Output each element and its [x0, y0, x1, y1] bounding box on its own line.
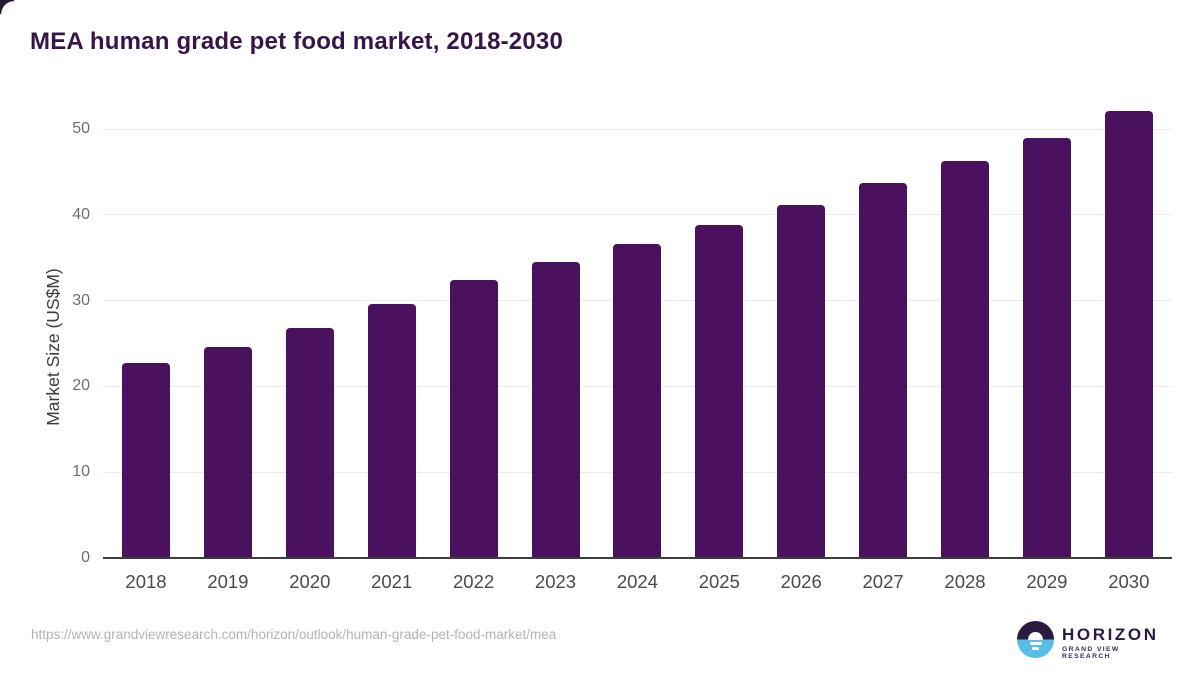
gridline-40: [103, 214, 1172, 216]
y-axis-title: Market Size (US$M): [43, 268, 63, 426]
y-tick-label-0: 0: [81, 549, 90, 566]
logo-text: HORIZON GRAND VIEW RESEARCH: [1062, 626, 1170, 660]
bar-2026: [777, 204, 826, 558]
bar-2027: [859, 183, 908, 558]
x-tick-label-2023: 2023: [534, 571, 577, 592]
bar-2019: [203, 346, 252, 558]
sun-icon: [1028, 632, 1043, 640]
bar-2024: [613, 243, 662, 558]
bar-2023: [531, 261, 580, 558]
chart-title: MEA human grade pet food market, 2018-20…: [30, 28, 564, 55]
x-tick-label-2030: 2030: [1108, 571, 1150, 592]
bar-2020: [285, 328, 334, 558]
bar-2028: [941, 160, 989, 558]
horizon-logo-icon: [1017, 621, 1054, 658]
source-url: https://www.grandviewresearch.com/horizo…: [31, 627, 557, 642]
x-tick-label-2028: 2028: [944, 571, 986, 592]
bar-2029: [1022, 137, 1071, 558]
x-tick-label-2025: 2025: [698, 571, 740, 592]
x-tick-label-2019: 2019: [207, 571, 249, 592]
y-tick-label-30: 30: [72, 291, 90, 309]
bar-2018: [122, 363, 170, 558]
y-tick-label-10: 10: [72, 463, 90, 481]
sun-reflection-line: [1032, 647, 1039, 650]
x-tick-label-2022: 2022: [453, 571, 495, 592]
bar-2021: [367, 304, 416, 558]
sun-reflection-line: [1029, 642, 1042, 645]
x-tick-label-2027: 2027: [862, 571, 904, 592]
y-tick-label-50: 50: [72, 120, 90, 137]
x-tick-label-2029: 2029: [1026, 571, 1068, 592]
y-tick-label-20: 20: [72, 377, 90, 395]
bar-2030: [1104, 110, 1153, 558]
horizon-logo: HORIZON GRAND VIEW RESEARCH: [1017, 621, 1170, 660]
y-tick-label-40: 40: [72, 205, 90, 223]
x-tick-label-2021: 2021: [371, 571, 413, 592]
x-tick-label-2018: 2018: [125, 571, 167, 592]
gridline-50: [103, 128, 1172, 130]
x-axis-line: [103, 556, 1172, 559]
logo-brand-name: HORIZON: [1062, 625, 1159, 644]
bar-2022: [449, 280, 498, 558]
x-tick-label-2024: 2024: [616, 571, 658, 592]
x-tick-label-2026: 2026: [780, 571, 822, 592]
bar-2025: [695, 225, 744, 558]
x-tick-label-2020: 2020: [289, 571, 331, 592]
logo-tagline: GRAND VIEW RESEARCH: [1062, 646, 1120, 660]
corner-artifact: [0, 0, 14, 14]
